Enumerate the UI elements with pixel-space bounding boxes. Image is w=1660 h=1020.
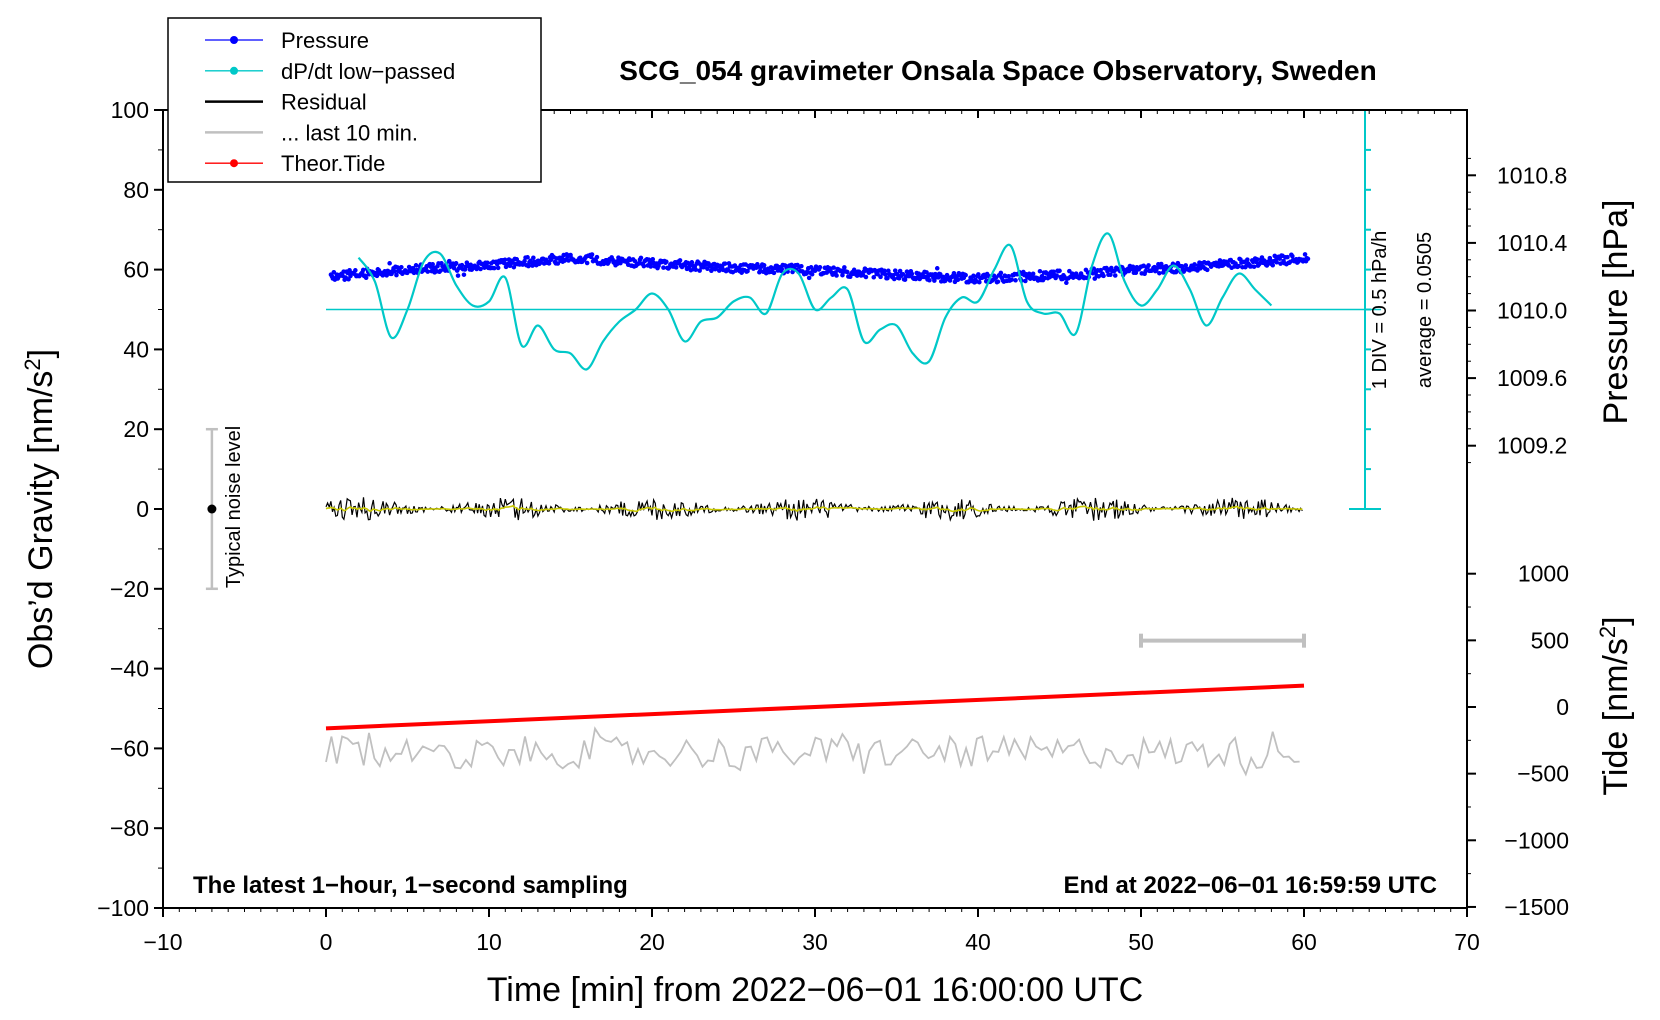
- legend-label: dP/dt low−passed: [281, 59, 455, 84]
- y-tick-label: −20: [110, 576, 149, 602]
- axis-ticks: −10 0 10 20 30 40 50 60 70−100−80−60−40−20020406…: [97, 97, 1569, 955]
- legend: Pressure dP/dt low−passed Residual ... last…: [167, 17, 542, 183]
- x-tick-label: 60: [1291, 929, 1317, 955]
- last10min-series: [325, 726, 1300, 777]
- y-tick-label: −100: [97, 895, 149, 921]
- y-axis-title-pressure: Pressure [hPa]: [1597, 200, 1635, 425]
- tide-tick-label: −1000: [1504, 827, 1569, 853]
- x-axis-title: Time [min] from 2022−06−01 16:00:00 UTC: [487, 971, 1143, 1009]
- tide-tick-label: 1000: [1518, 561, 1569, 587]
- pressure-tick-label: 1010.4: [1497, 230, 1568, 256]
- y-tick-label: −40: [110, 656, 149, 682]
- y-tick-label: 0: [136, 496, 149, 522]
- tide-tick-label: −500: [1517, 761, 1569, 787]
- sampling-note: The latest 1−hour, 1−second sampling: [193, 872, 628, 899]
- theoretical-tide-series: [325, 683, 1305, 731]
- chart-title: SCG_054 gravimeter Onsala Space Observat…: [619, 55, 1376, 86]
- x-tick-label: 10: [476, 929, 502, 955]
- tide-tick-label: 0: [1556, 694, 1569, 720]
- pressure-tick-label: 1009.2: [1497, 433, 1567, 459]
- data-layer: [205, 109, 1381, 777]
- pressure-tick-label: 1009.6: [1497, 365, 1567, 391]
- average-label: average = 0.0505: [1414, 232, 1436, 388]
- y-tick-label: −60: [110, 735, 149, 761]
- legend-dot: [230, 159, 238, 168]
- y-tick-label: 100: [111, 97, 149, 123]
- pressure-tick-label: 1010.8: [1497, 162, 1567, 188]
- dpdt-series: [357, 232, 1273, 371]
- x-tick-label: 20: [639, 929, 665, 955]
- residual-series: [325, 496, 1303, 522]
- noise-level-dot: [207, 504, 217, 514]
- y-tick-label: 80: [123, 177, 149, 203]
- legend-label: Pressure: [281, 28, 369, 53]
- x-tick-label: 40: [965, 929, 991, 955]
- end-time-note: End at 2022−06−01 16:59:59 UTC: [1063, 872, 1437, 899]
- x-tick-label: 70: [1454, 929, 1480, 955]
- noise-level-label: Typical noise level: [223, 426, 245, 588]
- tide-tick-label: 500: [1531, 627, 1569, 653]
- legend-label: Residual: [281, 90, 367, 115]
- legend-box: [167, 17, 542, 183]
- y-tick-label: 20: [123, 416, 149, 442]
- x-tick-label: 30: [802, 929, 828, 955]
- y-axis-title-gravity: Obs’d Gravity [nm/s2]: [20, 349, 61, 669]
- legend-label: Theor.Tide: [281, 151, 385, 176]
- x-tick-label: 0: [320, 929, 333, 955]
- pressure-tick-label: 1010.0: [1497, 298, 1567, 324]
- y-tick-label: −80: [110, 815, 149, 841]
- residual-smoothed: [325, 504, 1303, 513]
- y-tick-label: 60: [123, 257, 149, 283]
- y-axis-title-tide: Tide [nm/s2]: [1595, 616, 1636, 795]
- x-tick-label: −10: [143, 929, 182, 955]
- legend-dot: [230, 36, 238, 44]
- y-tick-label: 40: [123, 336, 149, 362]
- x-tick-label: 50: [1128, 929, 1154, 955]
- div-scale-label: 1 DIV = 0.5 hPa/h: [1369, 231, 1391, 389]
- tide-tick-label: −1500: [1504, 894, 1569, 920]
- legend-dot: [230, 66, 238, 75]
- legend-label: ... last 10 min.: [281, 120, 418, 145]
